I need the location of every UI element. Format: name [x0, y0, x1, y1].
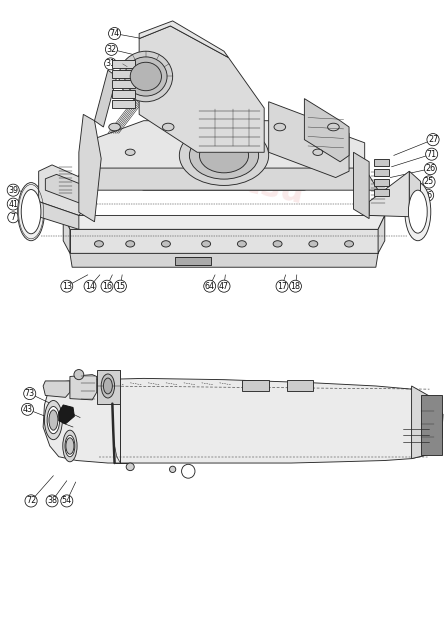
Ellipse shape — [65, 436, 75, 457]
Ellipse shape — [66, 438, 74, 454]
Text: 17: 17 — [277, 282, 287, 291]
Bar — [112, 80, 135, 88]
Polygon shape — [63, 215, 70, 253]
Ellipse shape — [274, 123, 286, 131]
Ellipse shape — [345, 241, 353, 247]
Ellipse shape — [237, 241, 246, 247]
Polygon shape — [369, 172, 409, 216]
Polygon shape — [139, 26, 264, 153]
Ellipse shape — [199, 138, 249, 173]
Ellipse shape — [63, 430, 77, 461]
Ellipse shape — [47, 406, 60, 434]
Polygon shape — [83, 121, 365, 190]
Polygon shape — [39, 165, 88, 215]
Bar — [112, 101, 135, 108]
Text: 7: 7 — [11, 213, 16, 222]
Bar — [374, 159, 389, 166]
Ellipse shape — [101, 374, 115, 398]
Ellipse shape — [130, 62, 161, 91]
Bar — [112, 91, 135, 98]
Polygon shape — [378, 215, 385, 253]
Text: 71: 71 — [426, 149, 437, 159]
Ellipse shape — [95, 241, 103, 247]
Ellipse shape — [126, 463, 134, 470]
Ellipse shape — [44, 401, 62, 440]
Polygon shape — [409, 172, 421, 227]
Ellipse shape — [109, 123, 121, 131]
Ellipse shape — [74, 370, 84, 380]
Polygon shape — [43, 379, 443, 463]
Polygon shape — [59, 405, 74, 424]
Text: 64: 64 — [205, 282, 215, 291]
Text: 32: 32 — [106, 45, 116, 54]
Ellipse shape — [125, 57, 167, 96]
Polygon shape — [70, 375, 97, 400]
Text: 27: 27 — [428, 135, 438, 144]
Ellipse shape — [21, 189, 41, 234]
Text: 25: 25 — [424, 177, 434, 187]
Text: 18: 18 — [290, 282, 301, 291]
Text: 15: 15 — [115, 282, 125, 291]
Text: Komatsu: Komatsu — [140, 144, 308, 211]
Bar — [374, 179, 389, 186]
Ellipse shape — [409, 190, 427, 233]
Text: 73: 73 — [25, 389, 35, 398]
Bar — [175, 257, 211, 265]
Polygon shape — [39, 201, 79, 229]
Ellipse shape — [327, 123, 339, 131]
Ellipse shape — [161, 241, 170, 247]
Text: 56: 56 — [422, 191, 433, 200]
Text: 72: 72 — [26, 496, 36, 505]
Bar — [287, 380, 313, 391]
Ellipse shape — [309, 241, 318, 247]
Text: 74: 74 — [109, 29, 120, 38]
Text: 39: 39 — [8, 185, 18, 195]
Bar — [374, 169, 389, 176]
Bar — [374, 189, 389, 196]
Polygon shape — [353, 153, 369, 218]
Polygon shape — [70, 168, 378, 190]
Ellipse shape — [202, 241, 211, 247]
Polygon shape — [70, 229, 378, 253]
Text: 47: 47 — [219, 282, 229, 291]
Ellipse shape — [119, 51, 172, 102]
Ellipse shape — [179, 125, 269, 185]
Ellipse shape — [162, 123, 174, 131]
Text: 13: 13 — [62, 282, 72, 291]
Polygon shape — [63, 215, 385, 229]
Text: 38: 38 — [47, 496, 57, 505]
Ellipse shape — [273, 241, 282, 247]
Text: 31: 31 — [106, 60, 116, 68]
Ellipse shape — [405, 182, 431, 241]
Ellipse shape — [313, 149, 323, 156]
Text: 43: 43 — [22, 405, 33, 414]
Polygon shape — [79, 115, 101, 222]
Ellipse shape — [103, 378, 112, 394]
Polygon shape — [412, 386, 443, 459]
Text: 41: 41 — [8, 199, 18, 208]
Polygon shape — [304, 99, 349, 162]
Bar — [112, 60, 135, 68]
Polygon shape — [97, 370, 121, 404]
Polygon shape — [95, 70, 117, 127]
Polygon shape — [43, 381, 70, 398]
Polygon shape — [269, 102, 349, 177]
Bar — [112, 70, 135, 78]
Polygon shape — [70, 253, 378, 267]
Ellipse shape — [17, 182, 44, 241]
Ellipse shape — [126, 241, 135, 247]
Text: 26: 26 — [425, 164, 435, 173]
Ellipse shape — [181, 464, 195, 478]
Ellipse shape — [49, 410, 58, 430]
Ellipse shape — [125, 149, 135, 156]
Text: 16: 16 — [102, 282, 112, 291]
Ellipse shape — [190, 132, 258, 179]
Text: 54: 54 — [62, 496, 72, 505]
Bar — [421, 396, 442, 456]
Ellipse shape — [169, 466, 176, 472]
Polygon shape — [139, 21, 228, 58]
Text: 14: 14 — [85, 282, 95, 291]
Bar — [242, 380, 269, 391]
Polygon shape — [45, 174, 88, 203]
